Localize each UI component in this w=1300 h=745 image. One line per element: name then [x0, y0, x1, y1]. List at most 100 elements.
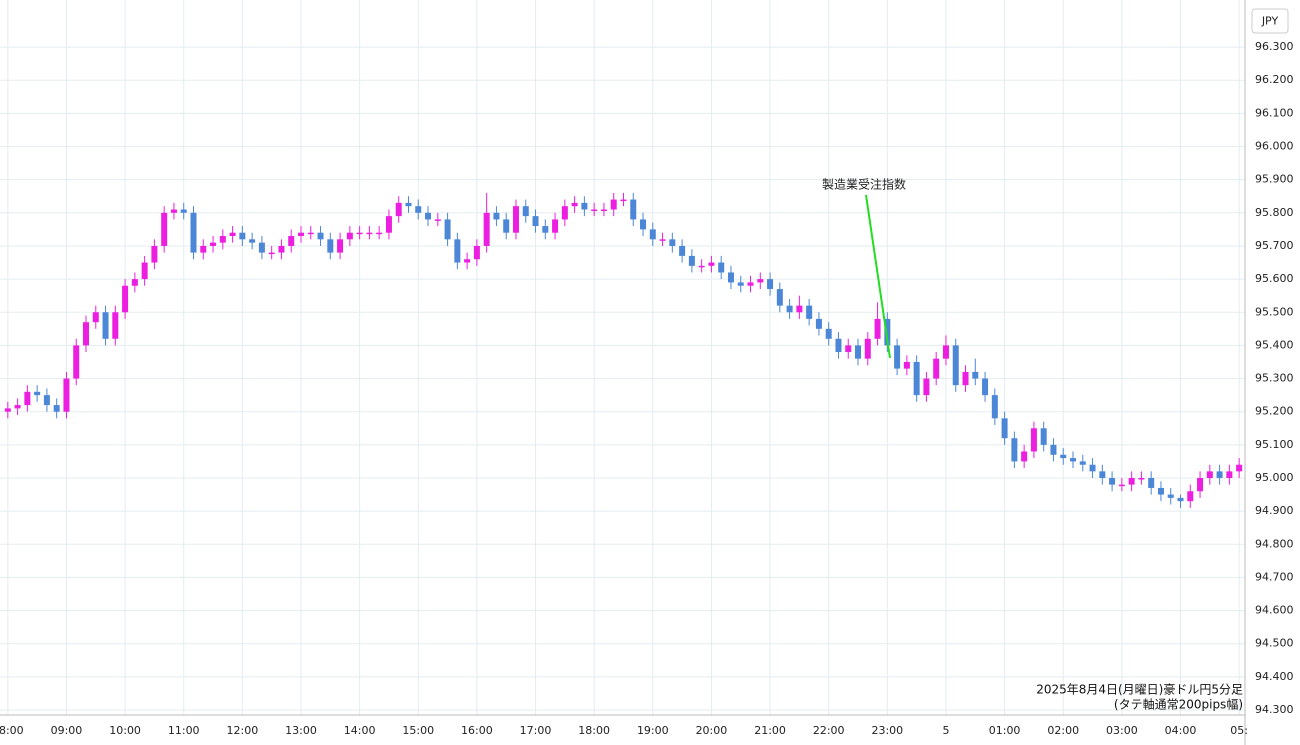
candle-body	[278, 245, 285, 253]
candle-body	[581, 202, 588, 210]
candle-body	[356, 232, 363, 235]
candle-body	[903, 361, 910, 369]
candle-body	[630, 199, 637, 220]
y-tick-label: 95.500	[1255, 305, 1294, 318]
candle-body	[317, 232, 324, 240]
candle-body	[288, 236, 295, 246]
candle-body	[307, 232, 314, 235]
annotation-line	[865, 194, 891, 359]
candle-body	[855, 345, 862, 359]
candle-body	[942, 345, 949, 359]
y-tick-label: 95.600	[1255, 272, 1294, 285]
y-tick-label: 95.100	[1255, 438, 1294, 451]
y-tick-label: 94.700	[1255, 570, 1294, 583]
candle-body	[796, 305, 803, 313]
candle-body	[913, 361, 920, 396]
candle-body	[1021, 451, 1028, 462]
x-tick-label: 13:00	[285, 724, 317, 737]
candle-body	[649, 229, 656, 240]
candle-body	[1040, 428, 1047, 445]
candle-body	[503, 219, 510, 233]
candle-body	[1070, 458, 1077, 462]
candle-body	[708, 262, 715, 266]
y-tick-label: 96.000	[1255, 140, 1294, 153]
candle-body	[835, 338, 842, 353]
candle-body	[1001, 418, 1008, 439]
x-tick-label: 01:00	[989, 724, 1021, 737]
candle-body	[73, 345, 80, 379]
candle-body	[1079, 461, 1086, 465]
candle-body	[552, 219, 559, 233]
candle-body	[522, 206, 529, 217]
candle-body	[249, 239, 256, 243]
candle-body	[112, 312, 119, 339]
candles	[4, 192, 1243, 508]
candle-body	[532, 216, 539, 227]
candle-body	[258, 242, 265, 253]
x-tick-label: 16:00	[461, 724, 493, 737]
x-tick-label: 18:00	[578, 724, 610, 737]
candle-body	[972, 371, 979, 379]
candle-body	[591, 209, 598, 211]
y-tick-label: 94.600	[1255, 604, 1294, 617]
candle-body	[659, 239, 666, 241]
candle-body	[669, 239, 676, 246]
candle-body	[141, 262, 148, 280]
x-tick-label: 02:00	[1047, 724, 1079, 737]
candle-body	[884, 318, 891, 346]
y-tick-label: 94.800	[1255, 537, 1294, 550]
candle-body	[718, 262, 725, 273]
x-tick-label: 09:00	[51, 724, 83, 737]
x-tick-label: 5	[942, 724, 949, 737]
candle-body	[483, 212, 490, 246]
x-tick-label: 14:00	[344, 724, 376, 737]
y-tick-label: 96.100	[1255, 106, 1294, 119]
candle-body	[1206, 471, 1213, 478]
y-tick-label: 95.800	[1255, 206, 1294, 219]
candle-body	[727, 272, 734, 283]
candle-body	[845, 345, 852, 353]
candle-body	[679, 245, 686, 256]
candle-body	[151, 245, 158, 263]
candle-body	[63, 378, 70, 412]
candle-body	[43, 395, 50, 406]
candle-body	[864, 338, 871, 359]
candle-body	[434, 219, 441, 221]
candle-body	[991, 395, 998, 419]
candle-body	[1138, 477, 1145, 480]
grid	[0, 0, 1245, 715]
y-tick-label: 95.000	[1255, 471, 1294, 484]
candle-body	[894, 345, 901, 369]
candle-body	[327, 239, 334, 253]
candle-body	[542, 226, 549, 233]
y-tick-label: 94.900	[1255, 504, 1294, 517]
candle-body	[1060, 454, 1067, 459]
candle-body	[737, 282, 744, 286]
candle-body	[464, 259, 471, 263]
candle-body	[571, 202, 578, 207]
candle-body	[561, 206, 568, 220]
x-tick-label: 20:00	[696, 724, 728, 737]
x-tick-label: 19:00	[637, 724, 669, 737]
candle-body	[874, 318, 881, 339]
candle-body	[952, 345, 959, 386]
candle-body	[210, 242, 217, 246]
candle-body	[962, 371, 969, 386]
candle-body	[610, 199, 617, 210]
candle-body	[698, 265, 705, 268]
candle-body	[806, 305, 813, 319]
candle-body	[161, 212, 168, 246]
candle-body	[1187, 491, 1194, 502]
candle-body	[1197, 477, 1204, 492]
candle-body	[786, 305, 793, 313]
candle-body	[366, 232, 373, 235]
candle-body	[102, 312, 109, 339]
candle-body	[395, 202, 402, 217]
candle-body	[825, 328, 832, 339]
y-tick-label: 95.700	[1255, 239, 1294, 252]
x-tick-label: 03:00	[1106, 724, 1138, 737]
candle-body	[620, 199, 627, 202]
candle-body	[512, 206, 519, 233]
